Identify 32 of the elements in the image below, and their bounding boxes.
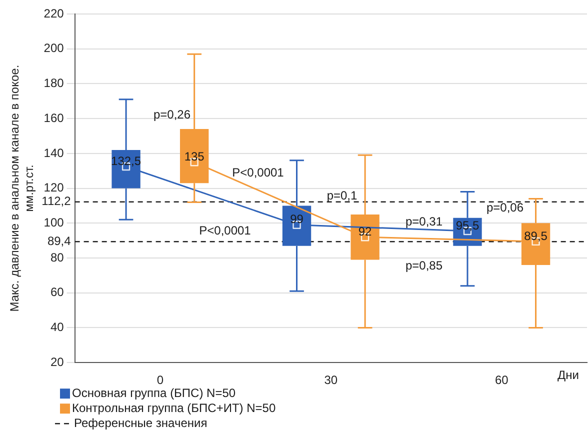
y-tick-label: 100 — [44, 215, 64, 230]
y-tick-label: 20 — [50, 354, 64, 369]
x-axis-title: Дни — [558, 368, 579, 382]
y-tick-label: 220 — [44, 6, 64, 20]
y-tick-label: 120 — [44, 180, 64, 195]
text: 135 — [184, 149, 204, 164]
ref-line-label: 112,2 — [42, 194, 72, 208]
x-tick-label: 60 — [494, 373, 509, 388]
y-axis-title: Макс. давление в анальном канале в покое. мм.рт.ст. — [8, 64, 36, 312]
y-tick-label: 40 — [50, 320, 64, 334]
text: Референсные значения — [74, 416, 208, 430]
annotation: P<0,0001 — [232, 165, 284, 180]
text: 132,5 — [111, 154, 142, 168]
legend-label: Основная группа (БПС) N=50 — [72, 386, 236, 400]
annotation: p=0,31 — [405, 214, 443, 228]
y-tick-label: 60 — [50, 285, 64, 300]
y-tick-label: 160 — [44, 110, 64, 125]
annotation: p=0,85 — [405, 258, 443, 272]
annotation: p=0,26 — [153, 107, 191, 122]
ref-line-label: 89,4 — [47, 234, 72, 248]
annotation: p=0,1 — [326, 188, 358, 202]
annotation: p=0,06 — [486, 200, 524, 214]
text: 89,5 — [524, 228, 548, 243]
y-tick-label: 200 — [44, 41, 64, 56]
annotation: P<0,0001 — [199, 223, 252, 238]
legend-label: Контрольная группа (БПС+ИТ) N=50 — [72, 400, 276, 415]
x-tick-label: 30 — [324, 373, 338, 388]
y-tick-label: 180 — [44, 76, 64, 90]
y-tick-label: 140 — [44, 146, 64, 160]
y-tick-label: 80 — [50, 250, 64, 264]
x-tick-label: 0 — [156, 373, 164, 388]
text: 95,5 — [456, 218, 480, 232]
